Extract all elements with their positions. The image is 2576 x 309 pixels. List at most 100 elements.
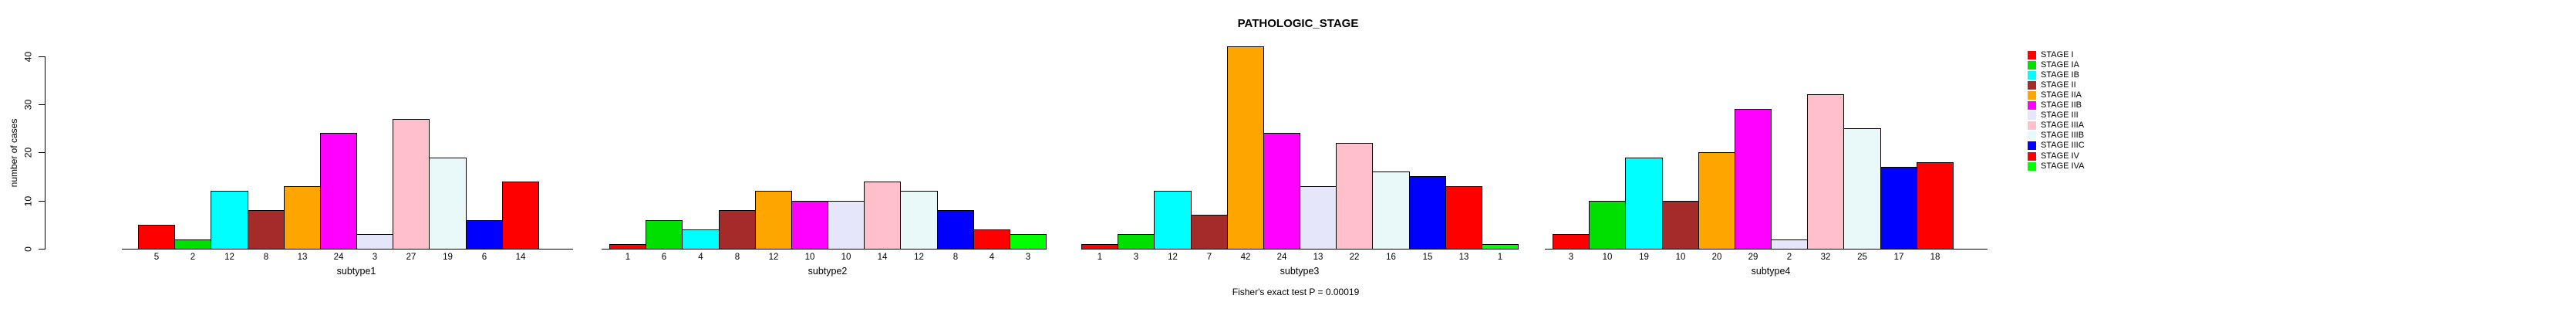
bar-count-label: 10 — [1675, 253, 1686, 262]
bar-stage-iiic — [1880, 167, 1917, 250]
bar-count-label: 6 — [481, 253, 487, 262]
bar-stage-ia — [1118, 234, 1155, 250]
bar-stage-ii — [719, 210, 756, 250]
x-axis-title-subtype3: subtype3 — [1280, 266, 1320, 277]
bar-stage-iiia — [1807, 94, 1844, 250]
bar-stage-iib — [1735, 109, 1772, 250]
legend-swatch-stage-i — [2028, 51, 2036, 59]
bar-stage-iii — [1771, 239, 1808, 250]
bar-stage-i — [609, 244, 646, 250]
bar-count-label: 12 — [768, 253, 779, 262]
bar-count-label: 18 — [1930, 253, 1940, 262]
bar-count-label: 3 — [372, 253, 378, 262]
bar-stage-iia — [284, 186, 321, 250]
legend-swatch-stage-ia — [2028, 61, 2036, 70]
bar-count-label: 3 — [1568, 253, 1574, 262]
bar-count-label: 3 — [1025, 253, 1031, 262]
y-tick-mark — [39, 201, 45, 202]
legend-swatch-stage-iia — [2028, 91, 2036, 100]
bar-count-label: 13 — [1458, 253, 1469, 262]
bar-stage-iia — [1227, 46, 1264, 250]
bar-count-label: 42 — [1240, 253, 1251, 262]
legend-label-stage-iia: STAGE IIA — [2041, 90, 2082, 100]
bar-count-label: 2 — [1786, 253, 1792, 262]
bar-stage-iva — [1010, 234, 1047, 250]
y-tick-mark — [39, 104, 45, 105]
bar-stage-ib — [1625, 158, 1663, 250]
legend-label-stage-iv: STAGE IV — [2041, 151, 2079, 161]
bar-stage-ia — [646, 220, 683, 250]
bar-count-label: 5 — [153, 253, 160, 262]
legend-swatch-stage-ii — [2028, 81, 2036, 90]
bar-stage-i — [1081, 244, 1118, 250]
legend-label-stage-iiib: STAGE IIIB — [2041, 131, 2085, 140]
bar-count-label: 8 — [263, 253, 269, 262]
bar-count-label: 8 — [953, 253, 959, 262]
bar-stage-iiib — [1372, 171, 1410, 250]
bar-count-label: 7 — [1206, 253, 1212, 262]
bar-count-label: 4 — [989, 253, 995, 262]
bar-stage-iv — [1917, 162, 1954, 250]
bar-stage-ia — [1589, 201, 1626, 250]
bar-stage-iiib — [900, 191, 938, 250]
bar-stage-iii — [1300, 186, 1337, 250]
bar-stage-ii — [248, 210, 285, 250]
y-tick-label: 30 — [22, 99, 34, 110]
bar-count-label: 13 — [1313, 253, 1323, 262]
bar-count-label: 1 — [1097, 253, 1103, 262]
legend-label-stage-iiic: STAGE IIIC — [2041, 141, 2085, 150]
bar-stage-iv — [973, 229, 1010, 250]
bar-count-label: 8 — [734, 253, 740, 262]
bar-count-label: 24 — [333, 253, 344, 262]
legend-swatch-stage-iiia — [2028, 121, 2036, 130]
y-tick-label: 0 — [22, 246, 34, 252]
bar-count-label: 10 — [804, 253, 815, 262]
bar-count-label: 22 — [1349, 253, 1360, 262]
bar-stage-iiia — [1336, 143, 1373, 250]
bar-stage-iia — [755, 191, 792, 250]
bar-count-label: 1 — [1497, 253, 1503, 262]
legend-label-stage-i: STAGE I — [2041, 50, 2074, 59]
bar-stage-ii — [1662, 201, 1699, 250]
bar-count-label: 3 — [1133, 253, 1139, 262]
bar-stage-iiic — [1409, 176, 1446, 250]
bar-stage-iiib — [429, 158, 467, 250]
bar-stage-iv — [502, 182, 539, 250]
bar-stage-iii — [356, 234, 393, 250]
bar-count-label: 14 — [877, 253, 888, 262]
legend-swatch-stage-iva — [2028, 162, 2036, 171]
bar-count-label: 19 — [1639, 253, 1649, 262]
y-tick-label: 20 — [22, 147, 34, 158]
y-axis-label: number of cases — [8, 118, 19, 188]
bar-stage-iiic — [937, 210, 974, 250]
x-axis-title-subtype2: subtype2 — [808, 266, 848, 277]
bar-stage-iib — [791, 201, 828, 250]
y-axis-line — [45, 56, 46, 250]
bar-stage-iia — [1698, 152, 1735, 250]
legend-swatch-stage-iiib — [2028, 131, 2036, 140]
y-tick-mark — [39, 56, 45, 57]
bar-stage-iiia — [393, 119, 430, 250]
bar-count-label: 17 — [1893, 253, 1904, 262]
bar-count-label: 20 — [1711, 253, 1722, 262]
legend-label-stage-ii: STAGE II — [2041, 80, 2076, 90]
y-tick-label: 40 — [22, 51, 34, 62]
legend-swatch-stage-iib — [2028, 101, 2036, 110]
bar-count-label: 10 — [1602, 253, 1613, 262]
legend-label-stage-ia: STAGE IA — [2041, 60, 2079, 70]
bar-count-label: 12 — [914, 253, 924, 262]
fisher-test-caption: Fisher's exact test P = 0.00019 — [1232, 287, 1360, 297]
bar-stage-iva — [1482, 244, 1519, 250]
bar-stage-iiic — [466, 220, 503, 250]
bar-stage-i — [1553, 234, 1590, 250]
bar-stage-iiib — [1843, 128, 1881, 250]
legend-swatch-stage-iii — [2028, 111, 2036, 120]
bar-stage-ib — [1154, 191, 1192, 250]
bar-stage-ia — [174, 239, 211, 250]
legend-swatch-stage-iiic — [2028, 141, 2036, 150]
bar-stage-iib — [1263, 133, 1300, 250]
bar-count-label: 10 — [841, 253, 851, 262]
bar-count-label: 19 — [443, 253, 453, 262]
bar-stage-iv — [1445, 186, 1482, 250]
